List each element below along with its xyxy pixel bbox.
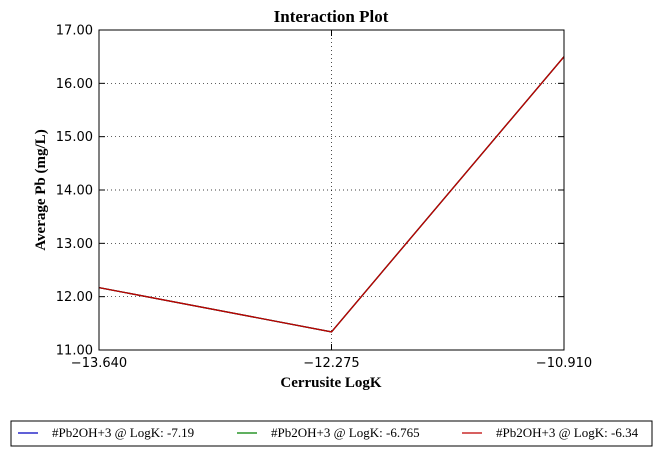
legend-label-1: #Pb2OH+3 @ LogK: -7.19 [52, 425, 194, 440]
x-tick-label: −12.275 [303, 356, 359, 371]
x-axis-label: Cerrusite LogK [280, 375, 382, 391]
grid-lines [99, 30, 564, 350]
y-tick-label: 16.00 [56, 77, 93, 92]
y-tick-label: 15.00 [56, 130, 93, 145]
y-axis-label: Average Pb (mg/L) [33, 129, 49, 250]
legend-label-2: #Pb2OH+3 @ LogK: -6.765 [271, 425, 420, 440]
legend: #Pb2OH+3 @ LogK: -7.19 #Pb2OH+3 @ LogK: -… [18, 425, 639, 440]
axis-ticks: 11.00 12.00 13.00 14.00 15.00 16.00 17.00 −13.6… [56, 24, 592, 372]
series-lines [98, 56, 565, 333]
legend-box [10, 420, 653, 447]
chart-title: Interaction Plot [274, 7, 389, 26]
y-tick-label: 14.00 [56, 184, 93, 199]
y-tick-label: 11.00 [56, 344, 93, 359]
x-tick-label: −13.640 [71, 356, 127, 371]
legend-label-3: #Pb2OH+3 @ LogK: -6.34 [496, 425, 639, 440]
series-line-3 [98, 56, 565, 333]
y-tick-label: 12.00 [56, 290, 93, 305]
y-tick-label: 13.00 [56, 237, 93, 252]
x-tick-label: −10.910 [536, 356, 592, 371]
y-tick-label: 17.00 [56, 24, 93, 39]
